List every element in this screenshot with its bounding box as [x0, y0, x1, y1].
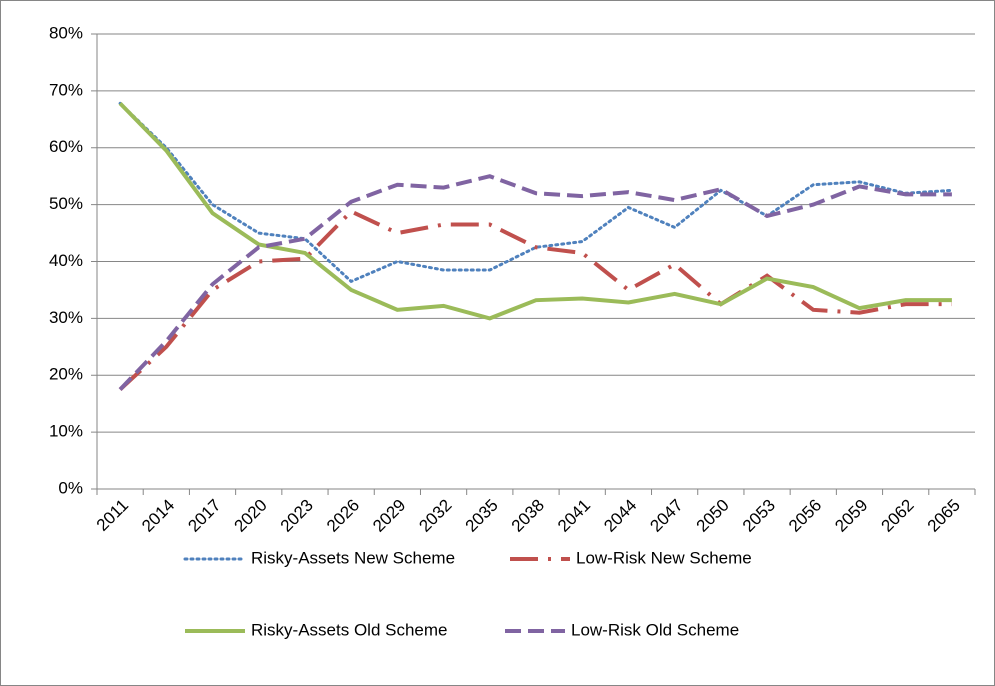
y-tick-label: 40% [49, 251, 83, 270]
series-line [118, 101, 954, 284]
y-tick-label: 30% [49, 308, 83, 327]
legend-label: Risky-Assets New Scheme [251, 548, 455, 567]
y-tick-label: 50% [49, 194, 83, 213]
y-tick-label: 70% [49, 80, 83, 99]
legend-label: Low-Risk New Scheme [576, 548, 752, 567]
y-tick-label: 20% [49, 365, 83, 384]
y-tick-label: 0% [58, 478, 83, 497]
y-tick-label: 60% [49, 137, 83, 156]
y-tick-label: 80% [49, 23, 83, 42]
legend-label: Risky-Assets Old Scheme [251, 620, 448, 639]
y-tick-label: 10% [49, 422, 83, 441]
legend-label: Low-Risk Old Scheme [571, 620, 739, 639]
series-line [118, 174, 952, 391]
series-line [118, 209, 952, 391]
series-line [118, 101, 952, 321]
